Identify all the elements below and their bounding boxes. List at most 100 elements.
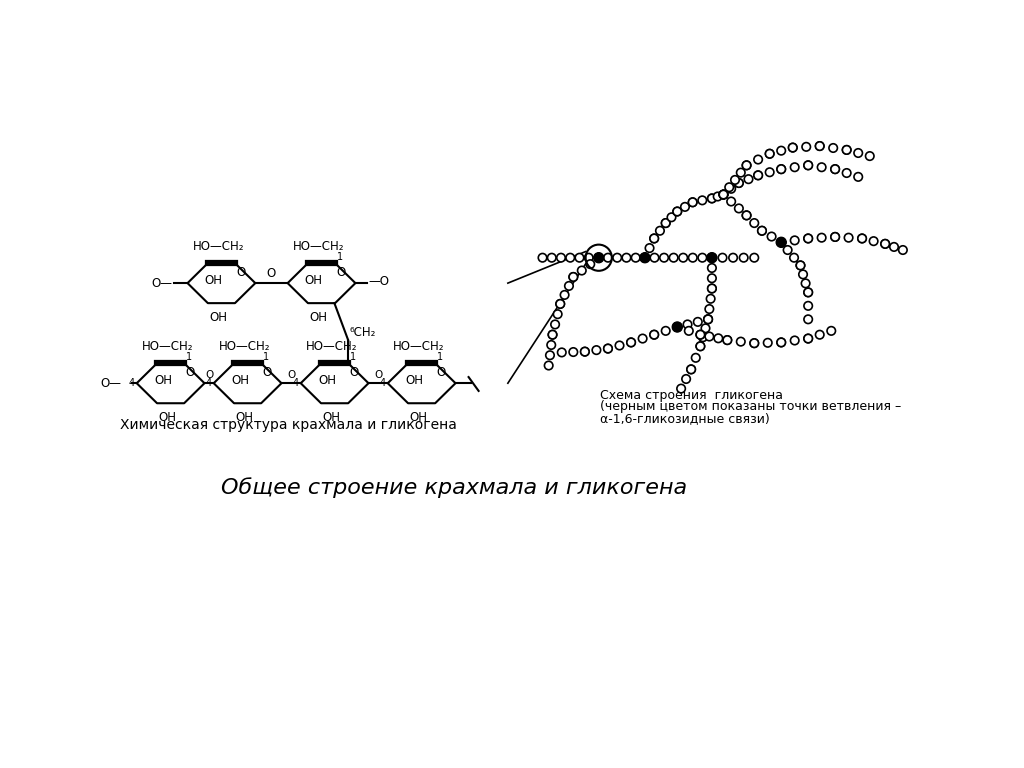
Circle shape <box>545 361 553 369</box>
Circle shape <box>564 282 573 290</box>
Circle shape <box>679 253 687 262</box>
Circle shape <box>742 211 751 220</box>
Circle shape <box>804 334 812 343</box>
Circle shape <box>854 173 862 181</box>
Circle shape <box>706 305 714 313</box>
Circle shape <box>804 315 812 323</box>
Circle shape <box>758 227 766 235</box>
Text: 4: 4 <box>292 378 298 388</box>
Circle shape <box>578 266 586 275</box>
Circle shape <box>696 330 705 339</box>
Circle shape <box>685 326 693 335</box>
Circle shape <box>659 253 669 262</box>
Circle shape <box>698 196 707 204</box>
Circle shape <box>645 244 653 253</box>
Text: O—: O— <box>100 377 121 389</box>
Circle shape <box>706 333 714 341</box>
Circle shape <box>556 300 564 308</box>
Text: ⁶CH₂: ⁶CH₂ <box>350 326 376 339</box>
Circle shape <box>869 237 878 246</box>
Circle shape <box>673 323 682 331</box>
Circle shape <box>788 144 797 152</box>
Circle shape <box>881 240 890 248</box>
Circle shape <box>681 203 689 211</box>
Circle shape <box>708 284 716 293</box>
Circle shape <box>783 246 792 254</box>
Circle shape <box>765 168 774 177</box>
Circle shape <box>804 302 812 310</box>
Text: 1: 1 <box>436 352 442 362</box>
Circle shape <box>804 334 812 343</box>
Circle shape <box>650 234 658 243</box>
Circle shape <box>557 253 565 262</box>
Circle shape <box>899 246 907 254</box>
Text: HO—CH₂: HO—CH₂ <box>141 340 194 353</box>
Text: 4: 4 <box>205 378 211 388</box>
Circle shape <box>804 288 812 296</box>
Circle shape <box>854 149 862 157</box>
Circle shape <box>736 168 745 177</box>
Circle shape <box>797 261 805 270</box>
Circle shape <box>791 336 799 345</box>
Circle shape <box>673 323 682 331</box>
Circle shape <box>566 253 574 262</box>
Text: HO—CH₂: HO—CH₂ <box>293 240 344 253</box>
Circle shape <box>638 334 647 343</box>
Circle shape <box>830 165 840 174</box>
Circle shape <box>865 152 874 161</box>
Circle shape <box>804 161 812 170</box>
Circle shape <box>765 150 774 158</box>
Circle shape <box>734 179 743 187</box>
Circle shape <box>744 175 753 184</box>
Circle shape <box>843 146 851 154</box>
Circle shape <box>734 204 743 213</box>
Circle shape <box>758 227 766 235</box>
Text: HO—CH₂: HO—CH₂ <box>306 340 357 353</box>
Circle shape <box>754 155 762 164</box>
Circle shape <box>688 253 697 262</box>
Circle shape <box>655 227 665 235</box>
Circle shape <box>788 144 797 152</box>
Circle shape <box>817 233 826 242</box>
Text: OH: OH <box>404 374 423 386</box>
Text: Химическая структура крахмала и гликогена: Химическая структура крахмала и гликоген… <box>120 418 457 432</box>
Circle shape <box>708 253 716 262</box>
Circle shape <box>613 253 622 262</box>
Circle shape <box>815 330 824 339</box>
Circle shape <box>673 207 682 216</box>
Circle shape <box>615 341 624 349</box>
Circle shape <box>708 253 716 262</box>
Text: OH: OH <box>323 411 341 424</box>
Circle shape <box>627 338 635 346</box>
Text: HO—CH₂: HO—CH₂ <box>393 340 444 353</box>
Circle shape <box>754 171 762 180</box>
Circle shape <box>569 273 578 281</box>
Circle shape <box>546 351 554 359</box>
Circle shape <box>858 234 866 243</box>
Text: 4: 4 <box>128 378 134 388</box>
Text: OH: OH <box>236 411 254 424</box>
Circle shape <box>777 238 785 247</box>
Circle shape <box>548 330 557 339</box>
Circle shape <box>698 333 708 342</box>
Circle shape <box>592 346 601 354</box>
Circle shape <box>777 147 785 155</box>
Circle shape <box>734 179 743 187</box>
Circle shape <box>650 253 658 262</box>
Circle shape <box>742 161 751 170</box>
Circle shape <box>708 194 716 203</box>
Text: 1: 1 <box>337 252 343 262</box>
Text: Схема строения  гликогена: Схема строения гликогена <box>600 389 783 402</box>
Circle shape <box>804 234 812 243</box>
Circle shape <box>703 315 713 323</box>
Circle shape <box>688 198 697 207</box>
Text: OH: OH <box>205 273 223 286</box>
Circle shape <box>569 348 578 356</box>
Circle shape <box>632 253 640 262</box>
Circle shape <box>791 236 799 245</box>
Circle shape <box>718 253 727 262</box>
Circle shape <box>696 342 705 350</box>
Circle shape <box>641 253 649 262</box>
Circle shape <box>777 338 785 346</box>
Circle shape <box>777 338 785 346</box>
